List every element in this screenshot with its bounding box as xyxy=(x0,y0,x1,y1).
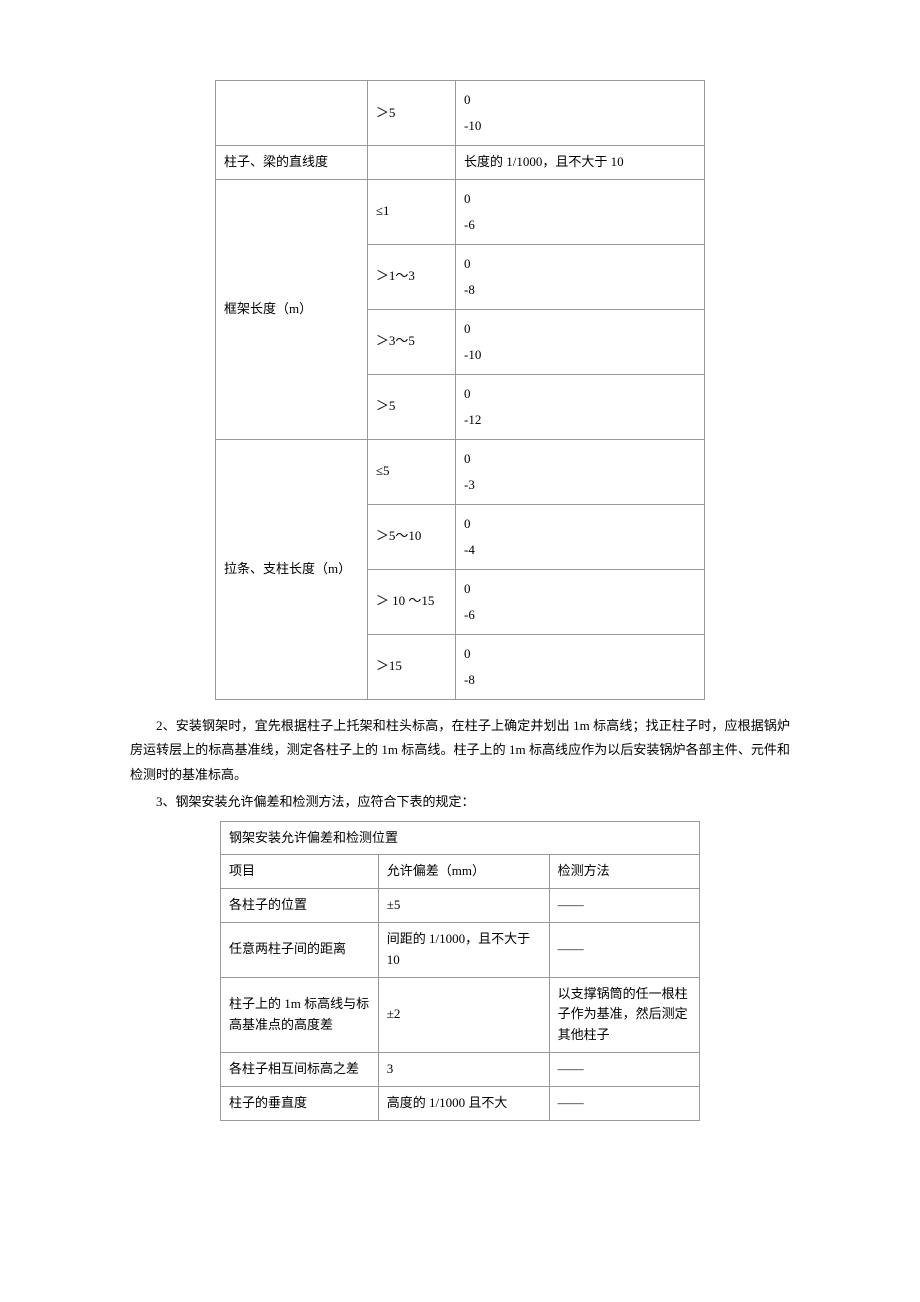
val-bot: -10 xyxy=(464,342,696,368)
cell-value: 0 -8 xyxy=(456,634,705,699)
cell-method: —— xyxy=(549,889,699,923)
cell-item: 各柱子相互间标高之差 xyxy=(221,1052,379,1086)
table-row: 各柱子相互间标高之差 3 —— xyxy=(221,1052,700,1086)
val-bot: -3 xyxy=(464,472,696,498)
cell-item: 各柱子的位置 xyxy=(221,889,379,923)
cell-item: 柱子、梁的直线度 xyxy=(216,146,368,180)
cell-item: 柱子的垂直度 xyxy=(221,1086,379,1120)
table-row: 柱子上的 1m 标高线与标高基准点的高度差 ±2 以支撑锅筒的任一根柱子作为基准… xyxy=(221,977,700,1052)
cell-value: 0 -3 xyxy=(456,439,705,504)
tolerance-table-2: 钢架安装允许偏差和检测位置 项目 允许偏差（mm） 检测方法 各柱子的位置 ±5… xyxy=(220,821,700,1121)
val-bot: -8 xyxy=(464,277,696,303)
val-bot: -6 xyxy=(464,602,696,628)
header-tolerance: 允许偏差（mm） xyxy=(378,855,549,889)
cell-method: —— xyxy=(549,1052,699,1086)
cell-tolerance: ±5 xyxy=(378,889,549,923)
table-row: 拉条、支柱长度（m） ≤5 0 -3 xyxy=(216,439,705,504)
cell-method: —— xyxy=(549,922,699,977)
val-bot: -4 xyxy=(464,537,696,563)
cell-range: ≤1 xyxy=(367,179,455,244)
val-top: 0 xyxy=(464,511,696,537)
cell-range: ＞1～3 xyxy=(367,244,455,309)
table-row: 任意两柱子间的距离 间距的 1/1000，且不大于 10 —— xyxy=(221,922,700,977)
cell-value: 0 -6 xyxy=(456,569,705,634)
val-top: 0 xyxy=(464,251,696,277)
val-top: 0 xyxy=(464,87,696,113)
table-row: 框架长度（m） ≤1 0 -6 xyxy=(216,179,705,244)
val-top: 0 xyxy=(464,641,696,667)
cell-tolerance: 间距的 1/1000，且不大于 10 xyxy=(378,922,549,977)
val-bot: -8 xyxy=(464,667,696,693)
cell-item: 柱子上的 1m 标高线与标高基准点的高度差 xyxy=(221,977,379,1052)
paragraph-2: 2、安装钢架时，宜先根据柱子上托架和柱头标高，在柱子上确定并划出 1m 标高线；… xyxy=(130,714,790,788)
table-row: 各柱子的位置 ±5 —— xyxy=(221,889,700,923)
cell-range xyxy=(367,146,455,180)
val-bot: -12 xyxy=(464,407,696,433)
table-title-row: 钢架安装允许偏差和检测位置 xyxy=(221,821,700,855)
cell-tolerance: 高度的 1/1000 且不大 xyxy=(378,1086,549,1120)
tolerance-table-1: ＞5 0 -10 柱子、梁的直线度 长度的 1/1000，且不大于 10 框架长… xyxy=(215,80,705,700)
cell-item xyxy=(216,81,368,146)
paragraph-3: 3、钢架安装允许偏差和检测方法，应符合下表的规定： xyxy=(130,790,790,815)
header-method: 检测方法 xyxy=(549,855,699,889)
cell-range: ＞3～5 xyxy=(367,309,455,374)
table-row: 柱子的垂直度 高度的 1/1000 且不大 —— xyxy=(221,1086,700,1120)
cell-item: 拉条、支柱长度（m） xyxy=(216,439,368,699)
cell-range: ＞5 xyxy=(367,374,455,439)
cell-value: 0 -12 xyxy=(456,374,705,439)
val-top: 0 xyxy=(464,446,696,472)
header-item: 项目 xyxy=(221,855,379,889)
val-top: 0 xyxy=(464,381,696,407)
cell-value: 0 -6 xyxy=(456,179,705,244)
val-top: 0 xyxy=(464,576,696,602)
cell-value: 0 -4 xyxy=(456,504,705,569)
cell-value: 0 -8 xyxy=(456,244,705,309)
cell-value: 0 -10 xyxy=(456,81,705,146)
cell-item: 任意两柱子间的距离 xyxy=(221,922,379,977)
table-title: 钢架安装允许偏差和检测位置 xyxy=(221,821,700,855)
cell-method: —— xyxy=(549,1086,699,1120)
cell-range: ≤5 xyxy=(367,439,455,504)
table-header-row: 项目 允许偏差（mm） 检测方法 xyxy=(221,855,700,889)
val-top: 0 xyxy=(464,186,696,212)
cell-value: 0 -10 xyxy=(456,309,705,374)
table-row: 柱子、梁的直线度 长度的 1/1000，且不大于 10 xyxy=(216,146,705,180)
val-bot: -6 xyxy=(464,212,696,238)
cell-method: 以支撑锅筒的任一根柱子作为基准，然后测定其他柱子 xyxy=(549,977,699,1052)
cell-value: 长度的 1/1000，且不大于 10 xyxy=(456,146,705,180)
cell-range: ＞5 xyxy=(367,81,455,146)
val-top: 0 xyxy=(464,316,696,342)
cell-range: ＞ 10 ～15 xyxy=(367,569,455,634)
cell-tolerance: ±2 xyxy=(378,977,549,1052)
val-bot: -10 xyxy=(464,113,696,139)
cell-range: ＞15 xyxy=(367,634,455,699)
cell-item: 框架长度（m） xyxy=(216,179,368,439)
table-row: ＞5 0 -10 xyxy=(216,81,705,146)
cell-tolerance: 3 xyxy=(378,1052,549,1086)
cell-range: ＞5～10 xyxy=(367,504,455,569)
